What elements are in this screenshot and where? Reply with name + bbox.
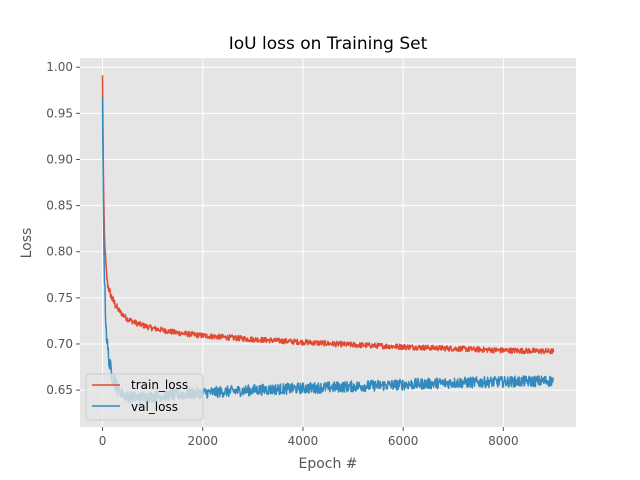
- y-axis-label: Loss: [19, 228, 35, 259]
- x-tick-label: 6000: [388, 434, 419, 448]
- legend-label-val-loss: val_loss: [131, 400, 178, 414]
- y-tick-label: 1.00: [46, 60, 73, 74]
- legend-label-train-loss: train_loss: [131, 378, 188, 392]
- y-axis: 0.65 0.70 0.75 0.80 0.85 0.90 0.95 1.00: [46, 60, 80, 397]
- legend: train_loss val_loss: [85, 373, 204, 421]
- y-tick-label: 0.80: [46, 245, 73, 259]
- series-line-train-loss: [101, 75, 555, 355]
- x-axis: 0 2000 4000 6000 8000: [99, 427, 519, 448]
- y-tick-label: 0.90: [46, 152, 73, 166]
- y-tick-label: 0.65: [46, 383, 73, 397]
- chart-title: IoU loss on Training Set: [229, 34, 428, 54]
- x-tick-label: 0: [99, 434, 107, 448]
- x-tick-label: 2000: [187, 434, 218, 448]
- y-tick-label: 0.75: [46, 291, 73, 305]
- y-tick-label: 0.95: [46, 106, 73, 120]
- x-tick-label: 4000: [288, 434, 319, 448]
- y-tick-label: 0.85: [46, 199, 73, 213]
- grid: [80, 58, 576, 427]
- x-tick-label: 8000: [488, 434, 519, 448]
- x-axis-label: Epoch #: [298, 456, 357, 472]
- y-tick-label: 0.70: [46, 337, 73, 351]
- plot-background: [80, 58, 576, 427]
